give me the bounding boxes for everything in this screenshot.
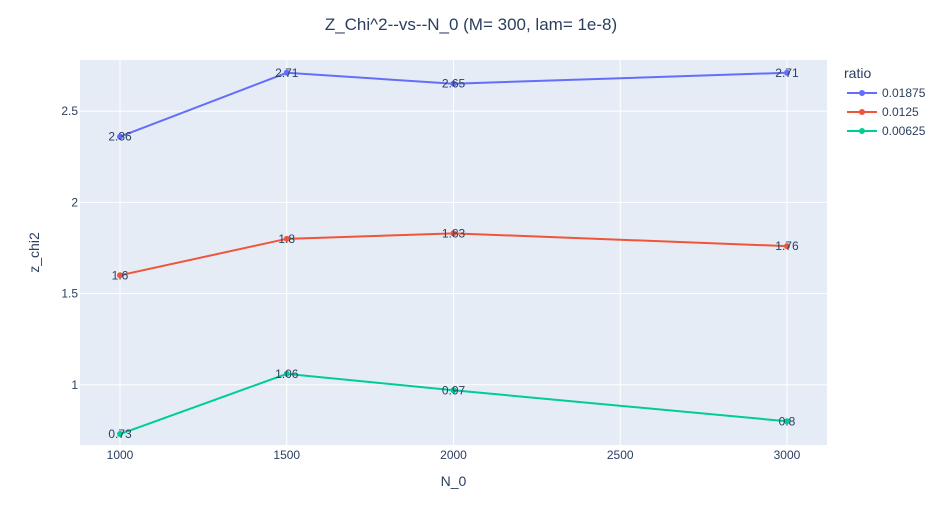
series-0.0125: 1.6 1.8 1.83 1.76 bbox=[112, 226, 799, 282]
legend-marker bbox=[859, 109, 865, 115]
y-tick-label: 2.5 bbox=[61, 104, 78, 118]
x-tick-label: 1000 bbox=[107, 448, 134, 462]
series-0.00625: 0.73 1.06 0.97 0.8 bbox=[108, 367, 795, 441]
y-tick-label: 1 bbox=[71, 378, 78, 392]
data-point bbox=[450, 230, 457, 237]
data-point bbox=[450, 80, 457, 87]
x-axis-title: N_0 bbox=[441, 473, 467, 489]
data-label: 1.83 bbox=[442, 226, 466, 240]
legend-title: ratio bbox=[844, 65, 871, 81]
y-tick-label: 1.5 bbox=[61, 287, 78, 301]
data-point bbox=[117, 133, 124, 140]
data-label: 0.73 bbox=[108, 427, 132, 441]
data-point bbox=[783, 69, 790, 76]
data-label: 1.6 bbox=[112, 268, 129, 282]
series-0.01875: 2.36 2.71 2.65 2.71 bbox=[108, 66, 799, 144]
legend-item[interactable]: 0.01875 bbox=[847, 86, 926, 100]
series-line bbox=[119, 71, 788, 138]
legend-item[interactable]: 0.0125 bbox=[847, 105, 919, 119]
y-tick-label: 2 bbox=[71, 195, 78, 209]
x-tick-label: 3000 bbox=[774, 448, 801, 462]
data-point bbox=[283, 69, 290, 76]
data-label: 2.36 bbox=[108, 130, 132, 144]
data-label: 0.8 bbox=[779, 414, 796, 428]
data-point bbox=[283, 235, 290, 242]
legend-label: 0.01875 bbox=[882, 86, 926, 100]
series-line bbox=[119, 372, 788, 435]
legend-label: 0.00625 bbox=[882, 124, 926, 138]
data-label: 2.65 bbox=[442, 77, 466, 91]
data-point bbox=[450, 387, 457, 394]
data-point bbox=[117, 272, 124, 279]
data-label: 1.06 bbox=[275, 367, 299, 381]
x-tick-label: 2000 bbox=[440, 448, 467, 462]
y-axis-title: z_chi2 bbox=[26, 232, 42, 273]
legend-marker bbox=[859, 128, 865, 134]
data-point bbox=[117, 431, 124, 438]
data-label: 2.71 bbox=[275, 66, 299, 80]
data-point bbox=[783, 418, 790, 425]
data-label: 0.97 bbox=[442, 383, 466, 397]
series-line bbox=[119, 232, 788, 277]
chart-title: Z_Chi^2--vs--N_0 (M= 300, lam= 1e-8) bbox=[325, 15, 617, 34]
legend-item[interactable]: 0.00625 bbox=[847, 124, 926, 138]
data-label: 2.71 bbox=[775, 66, 799, 80]
data-point bbox=[783, 243, 790, 250]
data-point bbox=[283, 370, 290, 377]
data-label: 1.76 bbox=[775, 239, 799, 253]
legend-label: 0.0125 bbox=[882, 105, 919, 119]
data-label: 1.8 bbox=[278, 232, 295, 246]
x-tick-label: 1500 bbox=[273, 448, 300, 462]
series-group: 2.362.712.652.711.61.8 1.831.760.731.060.… bbox=[108, 66, 799, 441]
legend-marker bbox=[859, 90, 865, 96]
y-tick-labels: 1 1.5 2 2.5 bbox=[61, 104, 78, 392]
grid-lines bbox=[80, 60, 827, 445]
x-tick-label: 2500 bbox=[607, 448, 634, 462]
legend: ratio 0.01875 0.0125 0.00625 bbox=[844, 65, 926, 138]
x-tick-labels: 1000 1500 2000 2500 3000 bbox=[107, 448, 801, 462]
